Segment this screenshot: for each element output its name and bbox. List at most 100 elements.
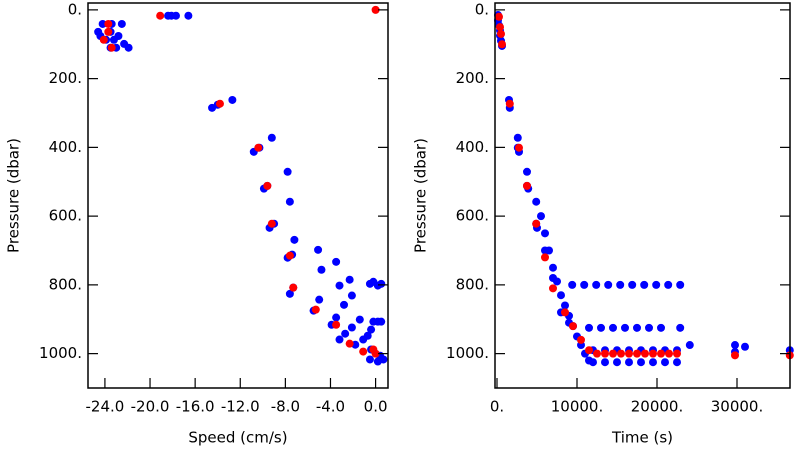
data-point [661, 358, 669, 367]
x-tick-label: 0. [490, 398, 504, 416]
data-point [541, 246, 549, 255]
data-point [495, 12, 503, 21]
data-point [184, 11, 193, 20]
plot-frame [494, 2, 791, 389]
data-point [347, 323, 356, 332]
data-point [616, 280, 625, 289]
y-tick-label: 800. [49, 275, 82, 293]
data-point [601, 349, 609, 358]
data-point [592, 280, 601, 289]
y-tick-label: 1000. [446, 344, 489, 362]
data-point [637, 358, 645, 367]
data-point [665, 349, 673, 358]
data-point [363, 331, 372, 340]
data-point [641, 349, 649, 358]
data-point [561, 301, 569, 310]
data-point [609, 349, 617, 358]
data-point [580, 280, 589, 289]
data-point [532, 219, 541, 228]
data-point [496, 23, 504, 32]
data-point [537, 212, 545, 221]
data-point [621, 323, 629, 332]
data-point [741, 342, 749, 351]
y-tick-label: 1000. [39, 344, 82, 362]
x-axis-label: Time (s) [611, 429, 673, 447]
y-tick-label: 200. [456, 69, 489, 87]
data-point [652, 280, 661, 289]
data-point [345, 339, 354, 348]
x-tick-label: 20000. [631, 398, 684, 416]
data-point [676, 280, 685, 289]
data-point [673, 349, 681, 358]
x-tick-label: -8.0 [271, 398, 300, 416]
y-tick-label: 200. [49, 69, 82, 87]
data-point [263, 181, 272, 190]
data-point [513, 133, 522, 142]
data-point [497, 29, 505, 38]
data-point [532, 197, 541, 206]
data-point [657, 323, 665, 332]
data-point [254, 143, 263, 152]
data-point [541, 229, 549, 238]
data-point [285, 197, 294, 206]
data-point [676, 323, 685, 332]
data-point [347, 291, 356, 300]
y-tick-label: 600. [456, 207, 489, 225]
data-point [267, 219, 276, 228]
data-point [314, 245, 323, 254]
data-point [99, 35, 108, 44]
data-point [557, 291, 565, 300]
data-point [523, 181, 531, 190]
data-point [332, 320, 341, 329]
data-point [645, 323, 653, 332]
x-tick-label: -24.0 [86, 398, 125, 416]
data-point [377, 317, 386, 326]
data-point [332, 313, 341, 322]
data-point [593, 349, 601, 358]
data-point [373, 357, 382, 366]
data-point [98, 19, 107, 28]
data-point [215, 99, 224, 108]
data-point [731, 351, 739, 360]
data-point [609, 323, 617, 332]
x-tick-label: -16.0 [176, 398, 215, 416]
data-point [367, 325, 376, 334]
data-point [315, 295, 324, 304]
data-point [523, 167, 531, 176]
data-point [633, 323, 641, 332]
data-point [649, 349, 657, 358]
data-point [585, 346, 593, 355]
data-point [117, 19, 126, 28]
y-tick-label: 600. [49, 207, 82, 225]
data-point [345, 275, 354, 284]
data-point [640, 280, 649, 289]
plot-frame [87, 2, 389, 389]
data-point [228, 95, 237, 104]
data-point [604, 280, 613, 289]
data-point [285, 289, 294, 298]
x-tick-label: 30000. [711, 398, 764, 416]
data-point [371, 5, 380, 14]
data-point [649, 358, 657, 367]
data-point [585, 323, 593, 332]
data-point [577, 335, 585, 344]
data-point [341, 329, 350, 338]
data-point [625, 358, 633, 367]
x-tick-label: -4.0 [316, 398, 345, 416]
data-point [311, 305, 320, 314]
data-point [355, 315, 364, 324]
data-point [613, 358, 621, 367]
y-tick-label: 400. [49, 138, 82, 156]
data-point [285, 251, 294, 260]
data-point [340, 300, 349, 309]
data-point [633, 349, 641, 358]
data-point [332, 257, 341, 266]
data-point [601, 358, 609, 367]
data-point [365, 355, 374, 364]
data-point [109, 35, 118, 44]
data-point [290, 235, 299, 244]
data-point [369, 345, 378, 354]
data-point [541, 253, 549, 262]
data-point [628, 280, 637, 289]
